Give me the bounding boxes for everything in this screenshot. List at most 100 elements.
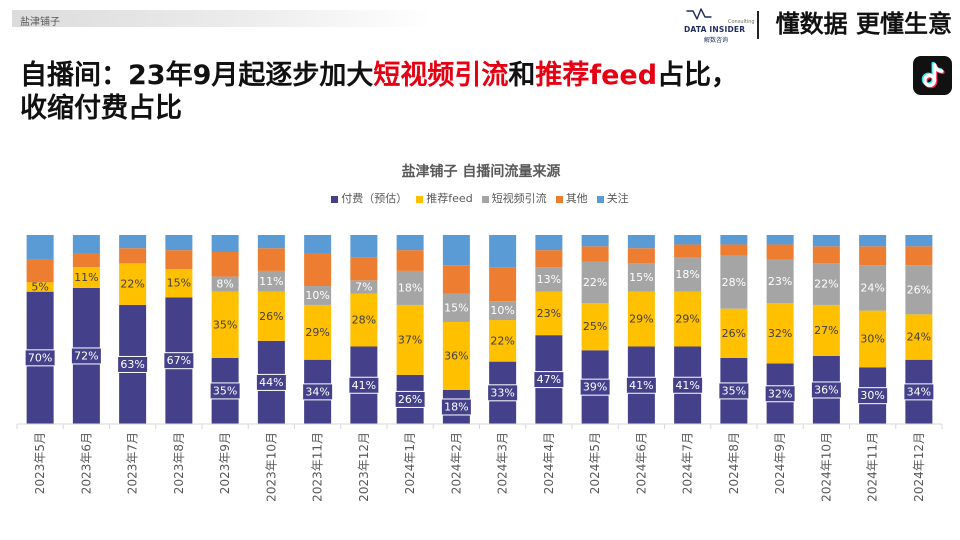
bar-stack xyxy=(119,235,147,424)
data-label-short-video: 10% xyxy=(305,289,329,302)
data-label-paid: 67% xyxy=(167,354,191,367)
slide-title: 自播间：23年9月起逐步加大短视频引流和推荐feed占比， 收缩付费占比 xyxy=(20,59,738,125)
logo-subtitle: Consulting xyxy=(728,19,755,25)
bar-stack xyxy=(627,235,655,424)
data-label-box xyxy=(764,385,796,403)
bar-segment-other xyxy=(812,246,840,264)
data-label-feed: 5% xyxy=(31,280,48,293)
data-label-feed: 29% xyxy=(629,313,653,326)
data-label-box xyxy=(70,347,102,365)
logo-brand-name: DATA INSIDER xyxy=(684,25,746,34)
data-label-box xyxy=(117,355,149,373)
bar-segment-follow xyxy=(165,235,193,251)
x-tick-label: 2023年5月 xyxy=(33,432,47,494)
data-label-paid: 39% xyxy=(583,381,607,394)
data-label-short-video: 22% xyxy=(814,278,838,291)
data-label-short-video: 15% xyxy=(444,301,468,314)
bar-segment-feed xyxy=(766,303,794,364)
bar-segment-other xyxy=(720,244,748,256)
bar-segment-feed xyxy=(859,310,887,368)
x-tick-label: 2024年12月 xyxy=(912,432,926,502)
x-tick-label: 2023年7月 xyxy=(126,432,140,494)
bar-stack xyxy=(581,235,609,424)
chart-legend: 付费（预估） 推荐feed 短视频引流 其他 关注 xyxy=(0,192,960,206)
bar-segment-other xyxy=(766,244,794,260)
bar-segment-feed xyxy=(26,282,54,292)
bar-segment-follow xyxy=(627,235,655,249)
bar-segment-other xyxy=(859,246,887,266)
bar-segment-follow xyxy=(905,235,933,247)
data-label-feed: 32% xyxy=(768,327,792,340)
bar-segment-short-video xyxy=(535,267,563,292)
data-label-box xyxy=(487,384,519,402)
data-label-box xyxy=(533,371,565,389)
data-label-feed: 29% xyxy=(305,326,329,339)
chart-title: 盐津铺子 自播间流量来源 xyxy=(401,164,561,180)
bar-segment-follow xyxy=(581,235,609,247)
bar-segment-other xyxy=(257,248,285,271)
data-label-paid: 32% xyxy=(768,387,792,400)
bar-segment-other xyxy=(350,257,378,281)
x-tick-label: 2023年9月 xyxy=(218,432,232,494)
legend-item-feed: 推荐feed xyxy=(416,192,473,206)
data-label-feed: 27% xyxy=(814,324,838,337)
data-label-short-video: 18% xyxy=(398,281,422,294)
x-tick-label: 2024年2月 xyxy=(449,432,463,494)
bar-segment-feed xyxy=(119,263,147,305)
data-label-feed: 25% xyxy=(583,320,607,333)
data-label-box xyxy=(255,373,287,391)
title-highlight-feed: 推荐feed xyxy=(535,60,658,91)
bar-segment-other xyxy=(442,265,470,294)
data-label-paid: 34% xyxy=(305,385,329,398)
data-label-box xyxy=(718,382,750,400)
bars xyxy=(26,235,933,424)
bar-segment-short-video xyxy=(489,301,517,321)
bar-stack xyxy=(442,235,470,424)
bar-segment-other xyxy=(165,250,193,270)
bar-segment-follow xyxy=(350,235,378,258)
x-tick-label: 2023年8月 xyxy=(172,432,186,494)
bar-stack xyxy=(211,235,239,424)
title-highlight-short-video: 短视频引流 xyxy=(373,60,509,91)
bar-segment-other xyxy=(627,248,655,264)
legend-item-paid: 付费（预估） xyxy=(331,192,407,206)
bar-segment-follow xyxy=(535,235,563,251)
bar-segment-other xyxy=(304,253,332,287)
bar-segment-other xyxy=(211,252,239,277)
legend-label: 其他 xyxy=(565,192,588,205)
bar-segment-feed xyxy=(720,308,748,358)
data-insider-logo: Consulting DATA INSIDER 解数咨询 xyxy=(684,6,755,44)
data-label-short-video: 7% xyxy=(355,280,372,293)
x-tick-label: 2024年10月 xyxy=(819,432,833,502)
legend-item-other: 其他 xyxy=(555,192,588,206)
data-label-paid: 72% xyxy=(74,349,98,362)
data-label-short-video: 24% xyxy=(860,281,884,294)
data-label-feed: 30% xyxy=(860,332,884,345)
data-label-feed: 26% xyxy=(259,310,283,323)
legend-item-short-video: 短视频引流 xyxy=(481,192,547,206)
logo-chinese-name: 解数咨询 xyxy=(704,37,729,44)
bar-segment-feed xyxy=(72,267,100,288)
bar-segment-short-video xyxy=(396,270,424,305)
data-label-short-video: 18% xyxy=(675,268,699,281)
data-label-paid: 26% xyxy=(398,393,422,406)
bar-segment-feed xyxy=(211,291,239,358)
data-label-short-video: 11% xyxy=(259,275,283,288)
bar-segment-follow xyxy=(720,235,748,245)
data-label-box xyxy=(348,376,380,394)
data-label-short-video: 10% xyxy=(490,304,514,317)
data-label-short-video: 8% xyxy=(216,278,233,291)
data-label-feed: 37% xyxy=(398,333,422,346)
legend-label: 关注 xyxy=(606,192,629,205)
data-label-paid: 30% xyxy=(860,389,884,402)
data-label-box xyxy=(672,376,704,394)
data-label-box xyxy=(302,383,334,401)
data-label-box xyxy=(579,378,611,396)
data-label-short-video: 15% xyxy=(629,271,653,284)
bar-segment-follow xyxy=(489,235,517,268)
bar-stack xyxy=(26,235,54,424)
bar-segment-short-video xyxy=(257,270,285,292)
title-segment: 自播间：23年9月起逐步加大 xyxy=(20,60,374,91)
data-label-paid: 63% xyxy=(120,358,144,371)
